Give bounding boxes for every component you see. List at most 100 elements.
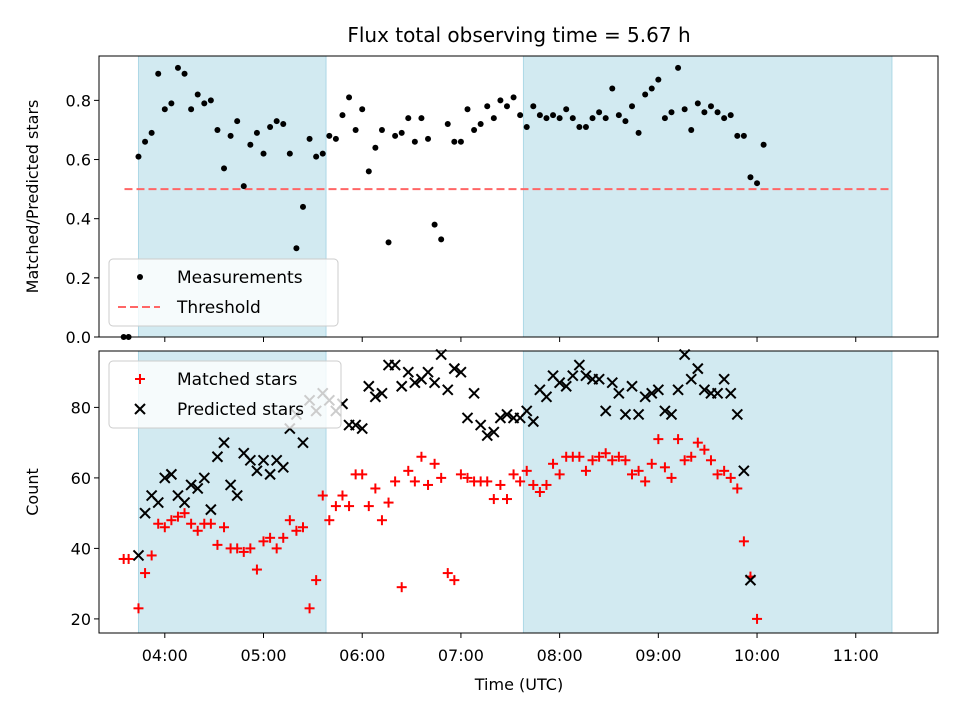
predicted-point <box>139 507 151 519</box>
predicted-point-b <box>251 465 263 477</box>
predicted-point <box>132 549 145 562</box>
measurement-point <box>688 126 695 133</box>
predicted-point-b <box>593 373 605 385</box>
measurement-point <box>582 123 589 130</box>
predicted-point <box>251 465 263 477</box>
measurement-point <box>378 126 385 133</box>
predicted-point-b <box>481 429 493 442</box>
y-tick-label: 0.2 <box>66 269 91 288</box>
predicted-point <box>659 405 671 417</box>
predicted-point-b <box>369 391 382 403</box>
predicted-point <box>422 366 434 378</box>
predicted-point-b <box>652 384 665 396</box>
matched-point <box>159 522 170 533</box>
predicted-point <box>481 429 493 442</box>
predicted-point-b <box>448 362 461 375</box>
y-tick-label: 0.6 <box>66 151 91 170</box>
predicted-point <box>692 362 704 375</box>
predicted-point-b <box>474 419 487 431</box>
predicted-point-b <box>264 468 276 481</box>
measurement-point <box>694 100 701 107</box>
x-tick-label: 09:00 <box>635 646 681 665</box>
plot-frame <box>98 55 939 338</box>
predicted-point-b <box>165 468 178 481</box>
y-axis-label: Matched/Predicted stars <box>23 100 42 294</box>
measurement-point <box>721 115 728 122</box>
predicted-point <box>731 408 744 421</box>
predicted-point <box>540 391 553 403</box>
matched-point <box>692 437 703 448</box>
legend: Measurements Threshold <box>108 258 339 327</box>
measurement-point <box>569 115 576 122</box>
measurement-point <box>648 85 655 92</box>
measurement-point <box>221 165 228 172</box>
predicted-point-b <box>442 384 454 396</box>
measurement-point <box>385 239 392 246</box>
predicted-point-b <box>665 408 678 421</box>
predicted-point-b <box>231 489 243 502</box>
measurement-point <box>675 64 682 71</box>
chart-title: Flux total observing time = 5.67 h <box>347 23 690 47</box>
matched-point <box>488 494 499 505</box>
matched-point <box>449 575 460 586</box>
measurement-point <box>661 115 668 122</box>
matched-point <box>640 476 651 487</box>
measurement-point <box>727 112 734 119</box>
measurement-point <box>405 115 412 122</box>
measurement-point <box>622 118 629 125</box>
measurement-point <box>642 91 649 98</box>
predicted-point-b <box>132 549 145 562</box>
matched-point <box>699 444 710 455</box>
predicted-point <box>428 377 441 389</box>
measurement-point <box>543 115 550 122</box>
predicted-point-b <box>718 373 730 385</box>
legend-box <box>108 258 339 327</box>
predicted-point-b <box>494 412 507 424</box>
measurement-point <box>188 106 195 113</box>
predicted-point <box>527 415 540 428</box>
matched-point <box>712 469 723 480</box>
matched-point <box>416 451 427 462</box>
measurement-point <box>240 183 247 190</box>
matched-point <box>515 476 526 487</box>
measurement-point <box>339 112 346 119</box>
measurement-point <box>701 109 708 116</box>
predicted-point <box>494 412 507 424</box>
matched-point <box>219 522 230 533</box>
predicted-point-b <box>553 377 566 389</box>
measurement-point <box>503 103 510 110</box>
predicted-point <box>297 436 309 449</box>
predicted-point-b <box>725 387 737 400</box>
predicted-point-b <box>297 436 309 449</box>
measurement-point <box>490 115 497 122</box>
predicted-point-b <box>172 489 184 502</box>
matched-point <box>508 469 519 480</box>
matched-point <box>133 603 144 614</box>
x-tick-label: 08:00 <box>537 646 583 665</box>
predicted-point <box>185 479 197 491</box>
predicted-point-b <box>527 415 540 428</box>
measurement-point <box>497 97 504 104</box>
predicted-point-b <box>395 380 408 392</box>
measurement-point <box>234 118 241 125</box>
matched-point <box>541 479 552 490</box>
predicted-point-b <box>257 454 270 466</box>
predicted-point <box>152 496 164 509</box>
matched-point <box>436 472 447 483</box>
measurement-point <box>313 153 320 160</box>
matched-point <box>659 462 670 473</box>
measurement-point <box>319 150 326 157</box>
predicted-point-b <box>422 366 434 378</box>
predicted-point-b <box>277 461 289 474</box>
measurement-point <box>484 103 491 110</box>
matched-point <box>284 515 295 526</box>
x-tick-label: 06:00 <box>339 646 385 665</box>
measurement-point <box>299 203 306 210</box>
measurement-point <box>359 106 366 113</box>
matched-point <box>205 518 216 529</box>
matched-point <box>653 434 664 445</box>
predicted-point <box>442 384 454 396</box>
predicted-point <box>211 451 224 463</box>
matched-point <box>140 568 151 579</box>
x-tick-label: 11:00 <box>833 646 879 665</box>
